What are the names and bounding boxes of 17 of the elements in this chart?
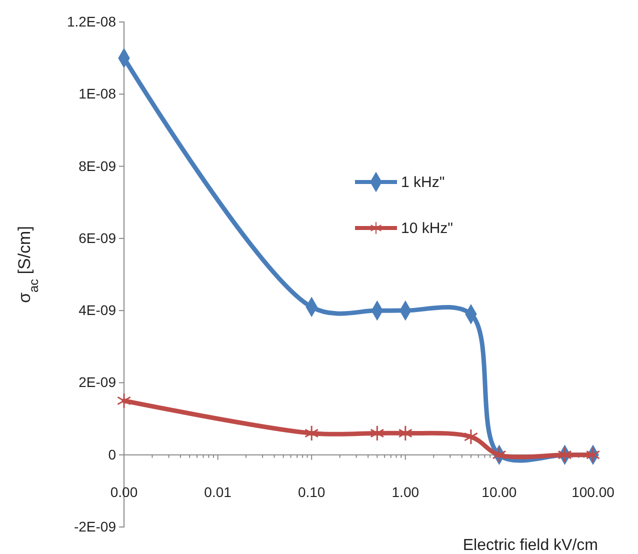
- y-tick-label: 6E-09: [78, 230, 116, 246]
- legend-label: 1 kHz": [401, 174, 445, 191]
- x-tick-label: 100.00: [572, 484, 615, 500]
- x-tick-label: 0.01: [204, 484, 232, 500]
- y-tick-label: 2E-09: [78, 374, 116, 390]
- x-tick-label: 0.10: [298, 484, 326, 500]
- x-tick-label: 0.00: [110, 484, 138, 500]
- x-axis-title: Electric field kV/cm: [462, 537, 598, 554]
- legend-label: 10 kHz": [401, 220, 454, 237]
- y-tick-label: 0: [108, 446, 116, 462]
- y-tick-label: 8E-09: [78, 158, 116, 174]
- x-tick-label: 1.00: [392, 484, 420, 500]
- y-tick-label: 4E-09: [78, 302, 116, 318]
- y-tick-label: 1E-08: [78, 86, 116, 102]
- y-tick-label: -2E-09: [74, 518, 116, 534]
- y-tick-label: 1.2E-08: [66, 13, 116, 30]
- x-tick-label: 10.00: [482, 484, 517, 500]
